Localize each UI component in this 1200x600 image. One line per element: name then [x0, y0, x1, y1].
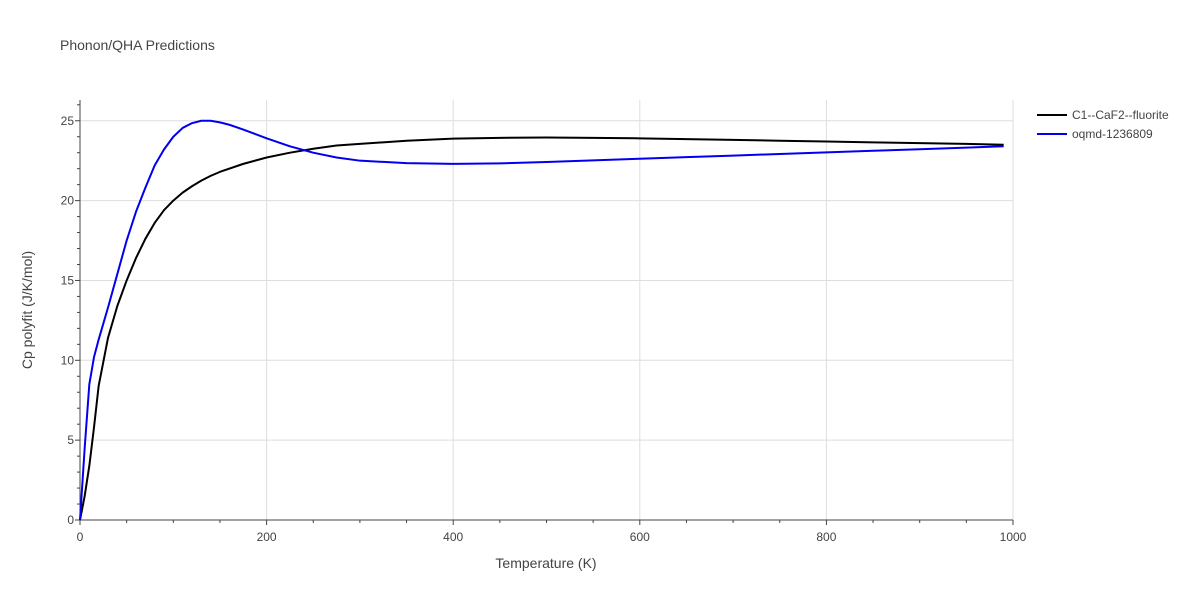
y-tick-label: 20 — [61, 194, 75, 208]
y-tick-label: 0 — [67, 513, 74, 527]
y-axis-title: Cp polyfit (J/K/mol) — [19, 251, 35, 369]
x-tick-label: 600 — [630, 530, 650, 544]
legend-label: C1--CaF2--fluorite — [1072, 108, 1169, 122]
x-axis-title: Temperature (K) — [495, 555, 596, 571]
series-line-2 — [79, 119, 1004, 521]
gridlines — [80, 100, 1014, 520]
series-line-1 — [79, 136, 1004, 521]
legend-item-1[interactable]: C1--CaF2--fluorite — [1037, 108, 1169, 122]
y-tick-label: 15 — [61, 273, 75, 287]
x-tick-label: 1000 — [1000, 530, 1027, 544]
legend-label: oqmd-1236809 — [1072, 127, 1153, 141]
chart-title: Phonon/QHA Predictions — [60, 37, 215, 53]
series-lines — [79, 119, 1004, 521]
legend-item-2[interactable]: oqmd-1236809 — [1037, 127, 1153, 141]
x-tick-label: 400 — [443, 530, 463, 544]
y-tick-label: 10 — [61, 353, 75, 367]
legend[interactable]: C1--CaF2--fluorite oqmd-1236809 — [1037, 108, 1169, 141]
y-tick-label: 5 — [67, 433, 74, 447]
x-tick-label: 200 — [257, 530, 277, 544]
x-tick-label: 800 — [816, 530, 836, 544]
tick-labels: 0 200 400 600 800 1000 0 5 10 15 20 25 — [61, 114, 1027, 544]
x-tick-label: 0 — [77, 530, 84, 544]
y-tick-label: 25 — [61, 114, 75, 128]
axes — [75, 100, 1014, 525]
